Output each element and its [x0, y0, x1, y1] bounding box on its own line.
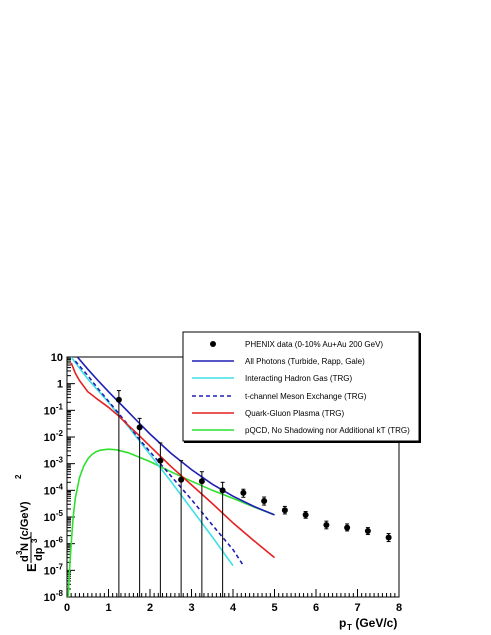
- x-tick-label: 2: [147, 602, 153, 614]
- y-title-d-top: d: [19, 555, 31, 562]
- legend-label-1: All Photons (Turbide, Rapp, Gale): [245, 357, 365, 366]
- legend-label-2: Interacting Hadron Gas (TRG): [245, 374, 352, 383]
- x-tick-label: 5: [271, 602, 277, 614]
- x-tick-label: 8: [396, 602, 402, 614]
- x-tick-label: 6: [313, 602, 319, 614]
- y-tick-label: 10-4: [44, 482, 64, 497]
- x-tick-label: 3: [188, 602, 194, 614]
- y-title-e: E: [24, 563, 39, 572]
- y-tick-label: 10-8: [44, 589, 64, 604]
- y-tick-label: 10-7: [44, 562, 64, 577]
- y-tick-label: 10: [51, 352, 63, 364]
- y-title-den-sup: 3: [30, 538, 39, 543]
- y-title-num: N (c/GeV): [19, 501, 31, 551]
- y-title-num-exp: 2: [14, 474, 23, 479]
- y-tick-label: 10-5: [44, 509, 64, 524]
- y-tick-label: 10-6: [44, 536, 64, 551]
- data-point-9: [302, 511, 309, 518]
- x-title-main: p: [339, 616, 346, 630]
- y-tick-label: 10-1: [44, 402, 64, 417]
- data-point-1: [136, 424, 143, 431]
- data-point-4: [198, 478, 205, 485]
- legend-label-0: PHENIX data (0-10% Au+Au 200 GeV): [245, 340, 383, 349]
- axis-ticks: [66, 356, 400, 598]
- y-tick-label: 10-3: [44, 456, 64, 471]
- x-tick-label: 0: [64, 602, 70, 614]
- data-point-5: [219, 487, 226, 494]
- legend: PHENIX data (0-10% Au+Au 200 GeV) All Pho…: [182, 331, 421, 443]
- data-point-2: [157, 457, 164, 464]
- data-point-0: [115, 396, 122, 403]
- legend-label-3: t-channel Meson Exchange (TRG): [245, 392, 367, 401]
- curve-4: [76, 357, 275, 516]
- legend-label-4: Quark-Gluon Plasma (TRG): [245, 409, 344, 418]
- y-axis-title: E d 3 N (c/GeV) 2 dp 3: [14, 474, 45, 572]
- y-title-den: dp: [33, 547, 45, 561]
- data-points: [115, 396, 392, 541]
- data-point-11: [344, 524, 351, 531]
- x-title-rest: (GeV/c): [352, 616, 397, 630]
- x-tick-label: 1: [105, 602, 111, 614]
- curve-1: [70, 357, 234, 567]
- data-point-7: [261, 497, 268, 504]
- x-title-sub: T: [347, 623, 352, 632]
- tick-labels: 0 1 2 3 4 5 6 7 8 10-8 10-7 10-6 10-5 10-4 10-3 10-2 10-…: [44, 352, 402, 614]
- x-tick-label: 7: [354, 602, 360, 614]
- data-point-3: [178, 476, 185, 483]
- data-point-6: [240, 489, 247, 496]
- x-tick-label: 4: [230, 602, 237, 614]
- curve-0: [67, 448, 275, 597]
- data-point-8: [281, 507, 288, 514]
- legend-box: [182, 331, 420, 442]
- y-tick-label: 1: [57, 379, 63, 391]
- legend-marker-0: [210, 341, 216, 347]
- data-point-13: [385, 534, 392, 541]
- legend-label-5: pQCD, No Shadowing nor Additional kT (TR…: [245, 426, 410, 435]
- y-title-num-sup: 3: [15, 550, 24, 555]
- y-tick-label: 10-2: [44, 429, 64, 444]
- data-point-10: [323, 522, 330, 529]
- x-axis-title: p T (GeV/c): [339, 616, 397, 632]
- data-point-12: [364, 527, 371, 534]
